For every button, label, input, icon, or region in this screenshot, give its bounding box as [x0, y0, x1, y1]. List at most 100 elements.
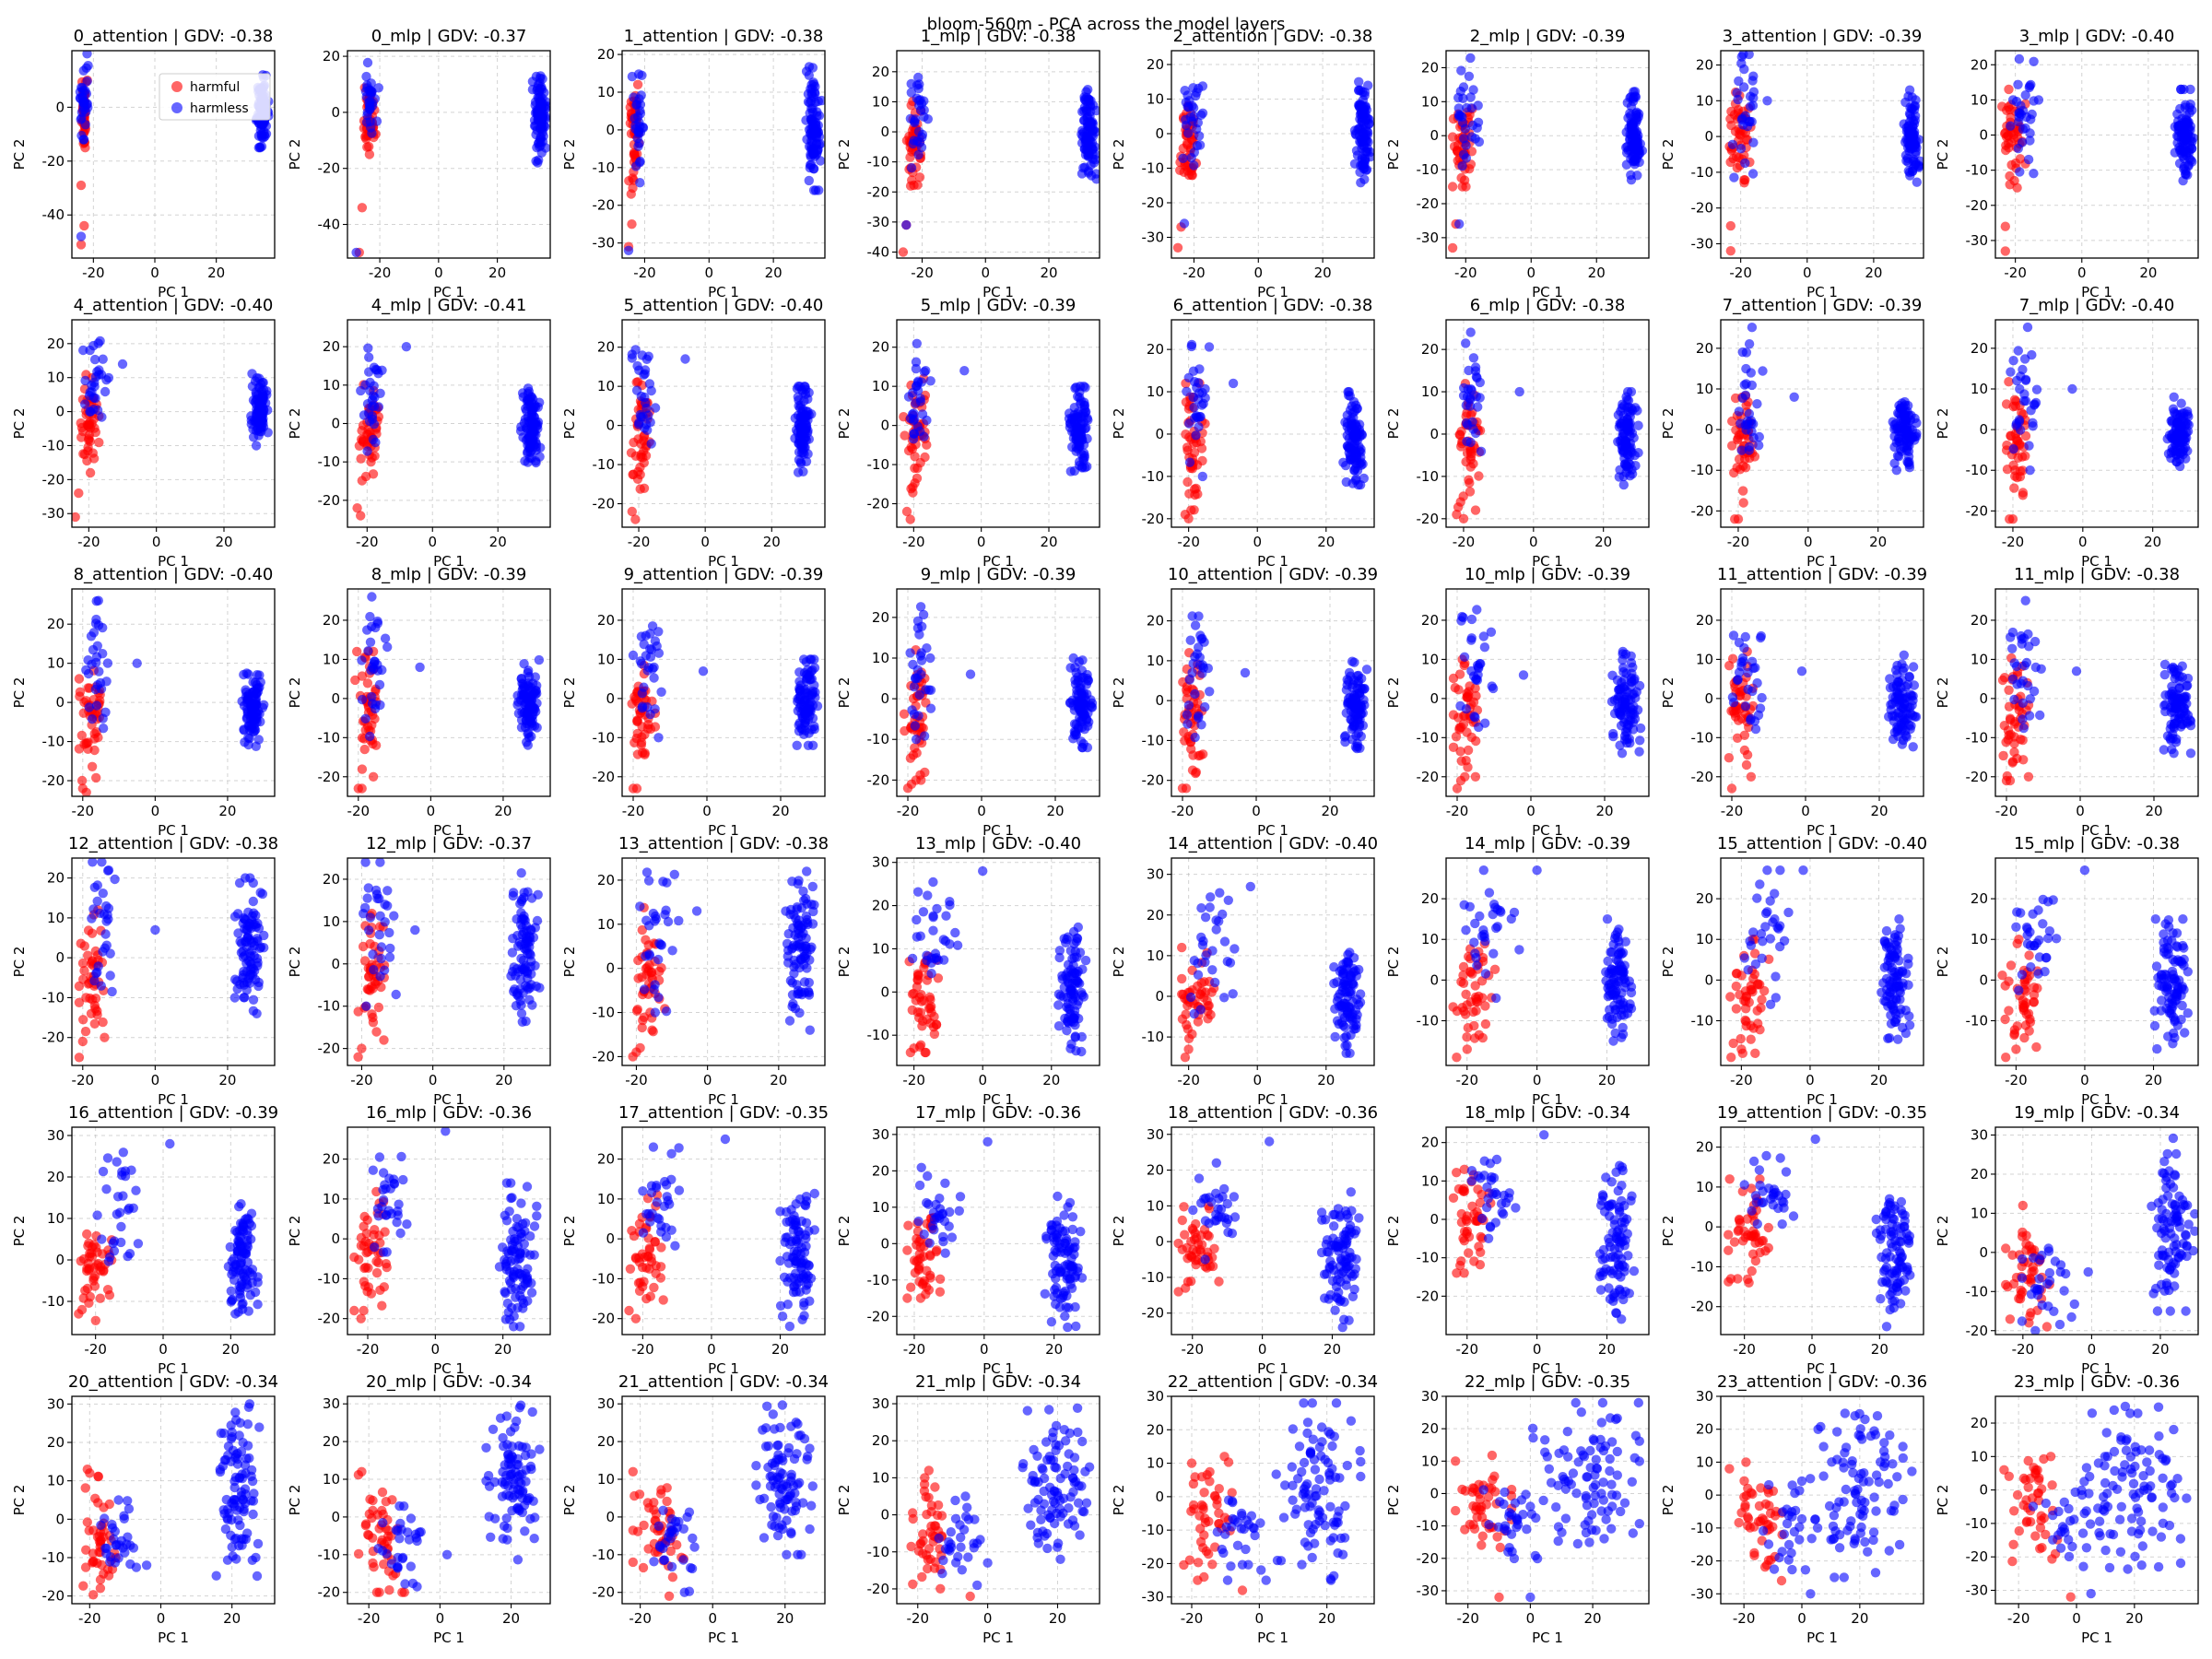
point-harmless [1614, 422, 1625, 432]
panel-title: 2_attention | GDV: -0.38 [1173, 27, 1373, 46]
point-harmless [796, 429, 806, 439]
point-harmless [915, 602, 926, 612]
point-harmless [805, 711, 815, 721]
point-harmless [1899, 650, 1909, 660]
point-harmless [248, 677, 258, 688]
point-harmful [906, 779, 917, 789]
point-harmless [1071, 729, 1081, 739]
point-harmless [1194, 653, 1206, 663]
point-harmless [1182, 710, 1193, 720]
point-harmful [1451, 732, 1462, 742]
x-tick-label: 20 [1321, 803, 1338, 819]
scatter-points [350, 592, 545, 794]
point-harmless [1194, 140, 1206, 150]
y-tick-label: 0 [606, 418, 615, 434]
y-tick-label: -20 [593, 496, 616, 512]
x-axis-label: PC 1 [433, 553, 465, 570]
point-harmless [2006, 367, 2016, 377]
point-harmless [98, 888, 109, 899]
point-harmless [252, 714, 262, 724]
y-axis-label: PC 2 [836, 677, 853, 709]
point-harmful [627, 506, 637, 517]
point-harmless [2007, 674, 2018, 684]
y-tick-label: -40 [867, 243, 890, 260]
point-harmful [362, 678, 373, 688]
y-tick-label: 0 [1979, 421, 1988, 438]
y-tick-label: -10 [867, 154, 890, 171]
y-tick-label: -20 [1691, 502, 1714, 519]
point-harmless [913, 72, 924, 83]
point-harmful [632, 716, 642, 726]
point-harmless [2168, 691, 2178, 701]
x-tick-label: -20 [897, 803, 920, 819]
point-harmless [1889, 431, 1900, 441]
point-harmless [1467, 120, 1478, 131]
point-harmless [914, 689, 924, 700]
point-harmless [2023, 154, 2034, 165]
point-harmless [1897, 659, 1907, 669]
point-harmless [2022, 322, 2033, 333]
y-tick-label: -30 [1966, 232, 1989, 249]
point-harmless [1752, 677, 1762, 688]
y-tick-label: 20 [1421, 59, 1439, 76]
point-harmless [362, 57, 373, 68]
x-tick-label: -20 [2002, 534, 2025, 550]
point-harmless [631, 385, 642, 395]
point-harmless [2011, 661, 2022, 672]
point-harmless [1888, 692, 1898, 702]
point-harmless [636, 658, 647, 669]
x-tick-label: 20 [488, 265, 506, 281]
point-harmful [912, 473, 923, 484]
axes-frame [1445, 50, 1650, 259]
y-tick-label: -10 [1691, 729, 1714, 746]
point-harmful [357, 733, 368, 743]
point-harmless [1204, 342, 1215, 352]
point-harmful [75, 691, 85, 701]
point-harmless [2188, 133, 2198, 143]
point-harmless [357, 694, 368, 705]
point-harmful [1465, 487, 1476, 497]
point-harmless [913, 83, 924, 94]
axes-frame [621, 588, 826, 797]
point-harmless [1466, 665, 1477, 677]
point-harmless [363, 343, 373, 353]
point-harmless [2169, 748, 2179, 759]
x-tick-label: -20 [1995, 803, 2018, 819]
point-harmless [1083, 85, 1093, 95]
x-axis-label: PC 1 [708, 284, 739, 300]
x-tick-label: -20 [369, 265, 392, 281]
point-harmless [794, 436, 805, 446]
panel-title: 4_attention | GDV: -0.40 [74, 296, 274, 315]
point-harmless [1465, 327, 1476, 337]
point-harmless [1341, 460, 1351, 471]
y-tick-label: -20 [1417, 195, 1440, 212]
point-harmless [87, 659, 97, 669]
point-harmless [1740, 631, 1751, 642]
point-harmless [515, 426, 526, 436]
x-tick-label: 20 [1317, 534, 1335, 550]
point-harmful [352, 503, 362, 513]
x-tick-label: 0 [1804, 534, 1813, 550]
point-harmless [1634, 157, 1644, 168]
point-harmless [1635, 723, 1646, 734]
point-harmless [527, 423, 537, 433]
point-harmless [81, 88, 92, 99]
point-harmless [87, 913, 97, 924]
point-harmful [1463, 762, 1473, 772]
point-harmless [1628, 724, 1639, 735]
point-harmless [628, 650, 639, 661]
point-harmless [1462, 392, 1473, 402]
point-harmless [1080, 95, 1090, 106]
y-tick-label: 20 [597, 339, 615, 356]
x-tick-label: 20 [763, 534, 781, 550]
point-harmless [1908, 711, 1918, 721]
point-harmful [76, 240, 87, 250]
y-tick-label: -10 [593, 456, 616, 473]
point-harmless [1356, 709, 1366, 719]
point-harmless [2177, 719, 2188, 730]
y-tick-label: -20 [867, 771, 890, 788]
